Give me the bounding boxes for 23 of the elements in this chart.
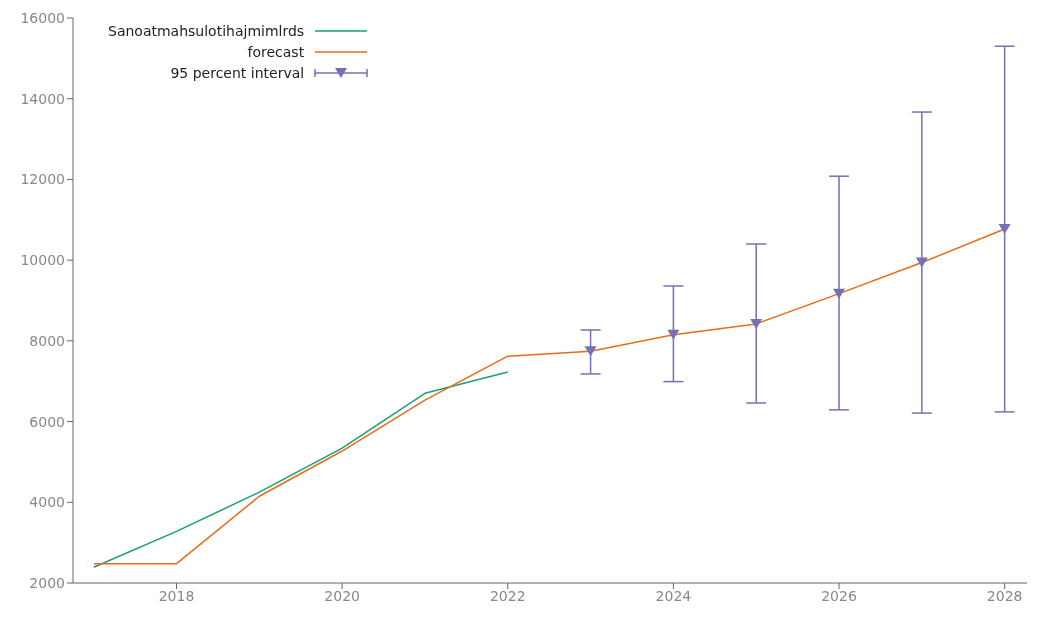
x-tick-label: 2022	[489, 587, 526, 604]
line-series	[92, 371, 509, 569]
legend-label: forecast	[247, 43, 305, 60]
y-tick-label: 12000	[20, 171, 65, 188]
x-tick-label: 2024	[655, 587, 692, 604]
x-tick-label: 2018	[158, 587, 195, 604]
point	[584, 346, 597, 357]
x-tick-label: 2028	[986, 587, 1023, 604]
point	[750, 318, 763, 329]
y-tick-label: 4000	[29, 494, 65, 511]
y-tick-label: 2000	[29, 574, 65, 591]
point	[915, 257, 928, 268]
y-tick-label: 14000	[20, 90, 65, 107]
point	[833, 288, 846, 299]
x-tick-label: 2020	[324, 587, 360, 604]
x-tick-label: 2026	[821, 587, 857, 604]
legend-label: 95 percent interval	[170, 64, 305, 81]
y-tick-label: 16000	[20, 9, 65, 26]
y-tick-label: 6000	[29, 413, 65, 430]
point	[667, 329, 680, 340]
legend-label: Sanoatmahsulotihajmimlrds	[108, 22, 305, 39]
y-tick-label: 10000	[20, 252, 65, 269]
y-tick-label: 8000	[29, 332, 65, 349]
